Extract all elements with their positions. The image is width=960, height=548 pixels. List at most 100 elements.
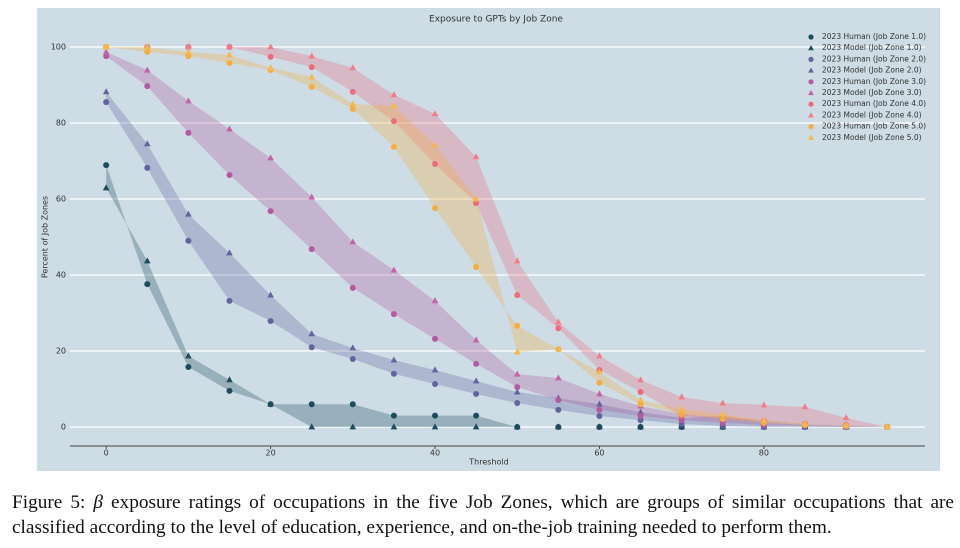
data-point: [308, 246, 315, 253]
data-point: [267, 64, 274, 71]
data-point: [185, 129, 192, 136]
data-point: [102, 48, 110, 55]
data-point: [308, 83, 315, 90]
data-point: [472, 336, 480, 343]
data-point: [143, 257, 151, 264]
data-point: [349, 344, 357, 351]
data-point: [308, 52, 316, 59]
data-point: [349, 105, 356, 112]
legend-marker: [808, 89, 814, 96]
data-point: [349, 401, 356, 408]
data-point: [390, 311, 397, 318]
data-point: [432, 381, 439, 388]
data-point: [144, 281, 151, 288]
x-axis-label: Threshold: [468, 458, 508, 467]
data-point: [514, 384, 521, 391]
caption-symbol: β: [93, 492, 103, 513]
data-point: [472, 195, 480, 202]
data-point: [596, 400, 603, 407]
data-point: [555, 345, 562, 352]
data-point: [637, 396, 644, 403]
legend-marker: [808, 79, 814, 85]
y-tick-label: 0: [61, 423, 66, 432]
data-point: [637, 412, 644, 419]
chart-title: Exposure to GPTs by Job Zone: [429, 15, 563, 25]
legend-label: 2023 Model (Job Zone 3.0): [822, 88, 922, 97]
data-point: [760, 401, 768, 408]
data-point: [719, 416, 726, 423]
data-point: [349, 284, 356, 291]
legend-marker: [808, 67, 814, 73]
data-point: [185, 53, 192, 60]
data-point: [555, 325, 562, 332]
data-point: [513, 348, 521, 355]
data-point: [801, 420, 809, 427]
data-point: [390, 356, 398, 363]
data-point: [267, 317, 274, 324]
caption-text: exposure ratings of occupations in the f…: [12, 492, 954, 538]
legend-label: 2023 Model (Job Zone 5.0): [822, 133, 922, 142]
data-point: [555, 423, 562, 430]
legend-marker: [808, 56, 814, 63]
data-point: [102, 184, 110, 191]
y-tick-label: 80: [56, 119, 66, 128]
data-point: [473, 412, 480, 419]
legend-marker: [808, 101, 814, 107]
data-point: [349, 238, 357, 245]
data-point: [390, 370, 397, 377]
data-point: [513, 423, 521, 430]
caption-label: Figure 5:: [12, 492, 86, 513]
data-point: [637, 408, 644, 415]
legend-label: 2023 Model (Job Zone 1.0): [822, 43, 922, 52]
chart: Exposure to GPTs by Job Zone Threshold P…: [37, 8, 940, 471]
data-point: [431, 141, 439, 148]
data-point: [267, 154, 274, 161]
data-point: [513, 370, 521, 377]
data-point: [431, 366, 439, 373]
data-point: [267, 208, 274, 215]
data-point: [637, 389, 644, 396]
data-point: [637, 417, 644, 424]
data-point: [596, 423, 603, 430]
data-point: [390, 412, 397, 419]
data-point: [308, 401, 315, 408]
data-point: [226, 376, 233, 383]
x-tick-label: 60: [594, 449, 604, 458]
data-point: [842, 414, 850, 421]
data-point: [678, 393, 685, 400]
legend-label: 2023 Human (Job Zone 4.0): [822, 99, 926, 108]
y-tick-label: 20: [56, 347, 66, 356]
data-point: [473, 360, 480, 367]
data-point: [390, 91, 398, 98]
data-point: [473, 200, 480, 207]
legend: 2023 Human (Job Zone 1.0) 2023 Model (Job…: [808, 32, 926, 142]
legend-marker: [808, 124, 814, 130]
data-point: [349, 355, 356, 362]
data-point: [390, 143, 397, 150]
data-point: [185, 352, 192, 359]
data-point: [596, 368, 603, 375]
legend-label: 2023 Human (Job Zone 2.0): [822, 54, 926, 63]
data-point: [103, 162, 110, 169]
y-tick-label: 40: [56, 271, 66, 280]
data-point: [596, 379, 603, 386]
data-point: [102, 88, 110, 95]
data-point: [349, 423, 357, 430]
data-point: [431, 423, 439, 430]
data-point: [678, 417, 685, 424]
y-axis-label: Percent of Job Zones: [41, 196, 50, 278]
data-point: [267, 53, 274, 60]
data-point: [555, 374, 562, 381]
data-point: [472, 153, 480, 160]
x-tick-label: 0: [104, 449, 109, 458]
data-point: [144, 164, 151, 171]
band: [106, 47, 888, 427]
data-point: [267, 43, 274, 50]
legend-marker: [808, 134, 814, 140]
data-point: [473, 390, 480, 397]
y-tick-label: 100: [51, 43, 66, 52]
data-point: [349, 100, 357, 107]
data-point: [432, 205, 439, 212]
data-point: [472, 423, 480, 430]
